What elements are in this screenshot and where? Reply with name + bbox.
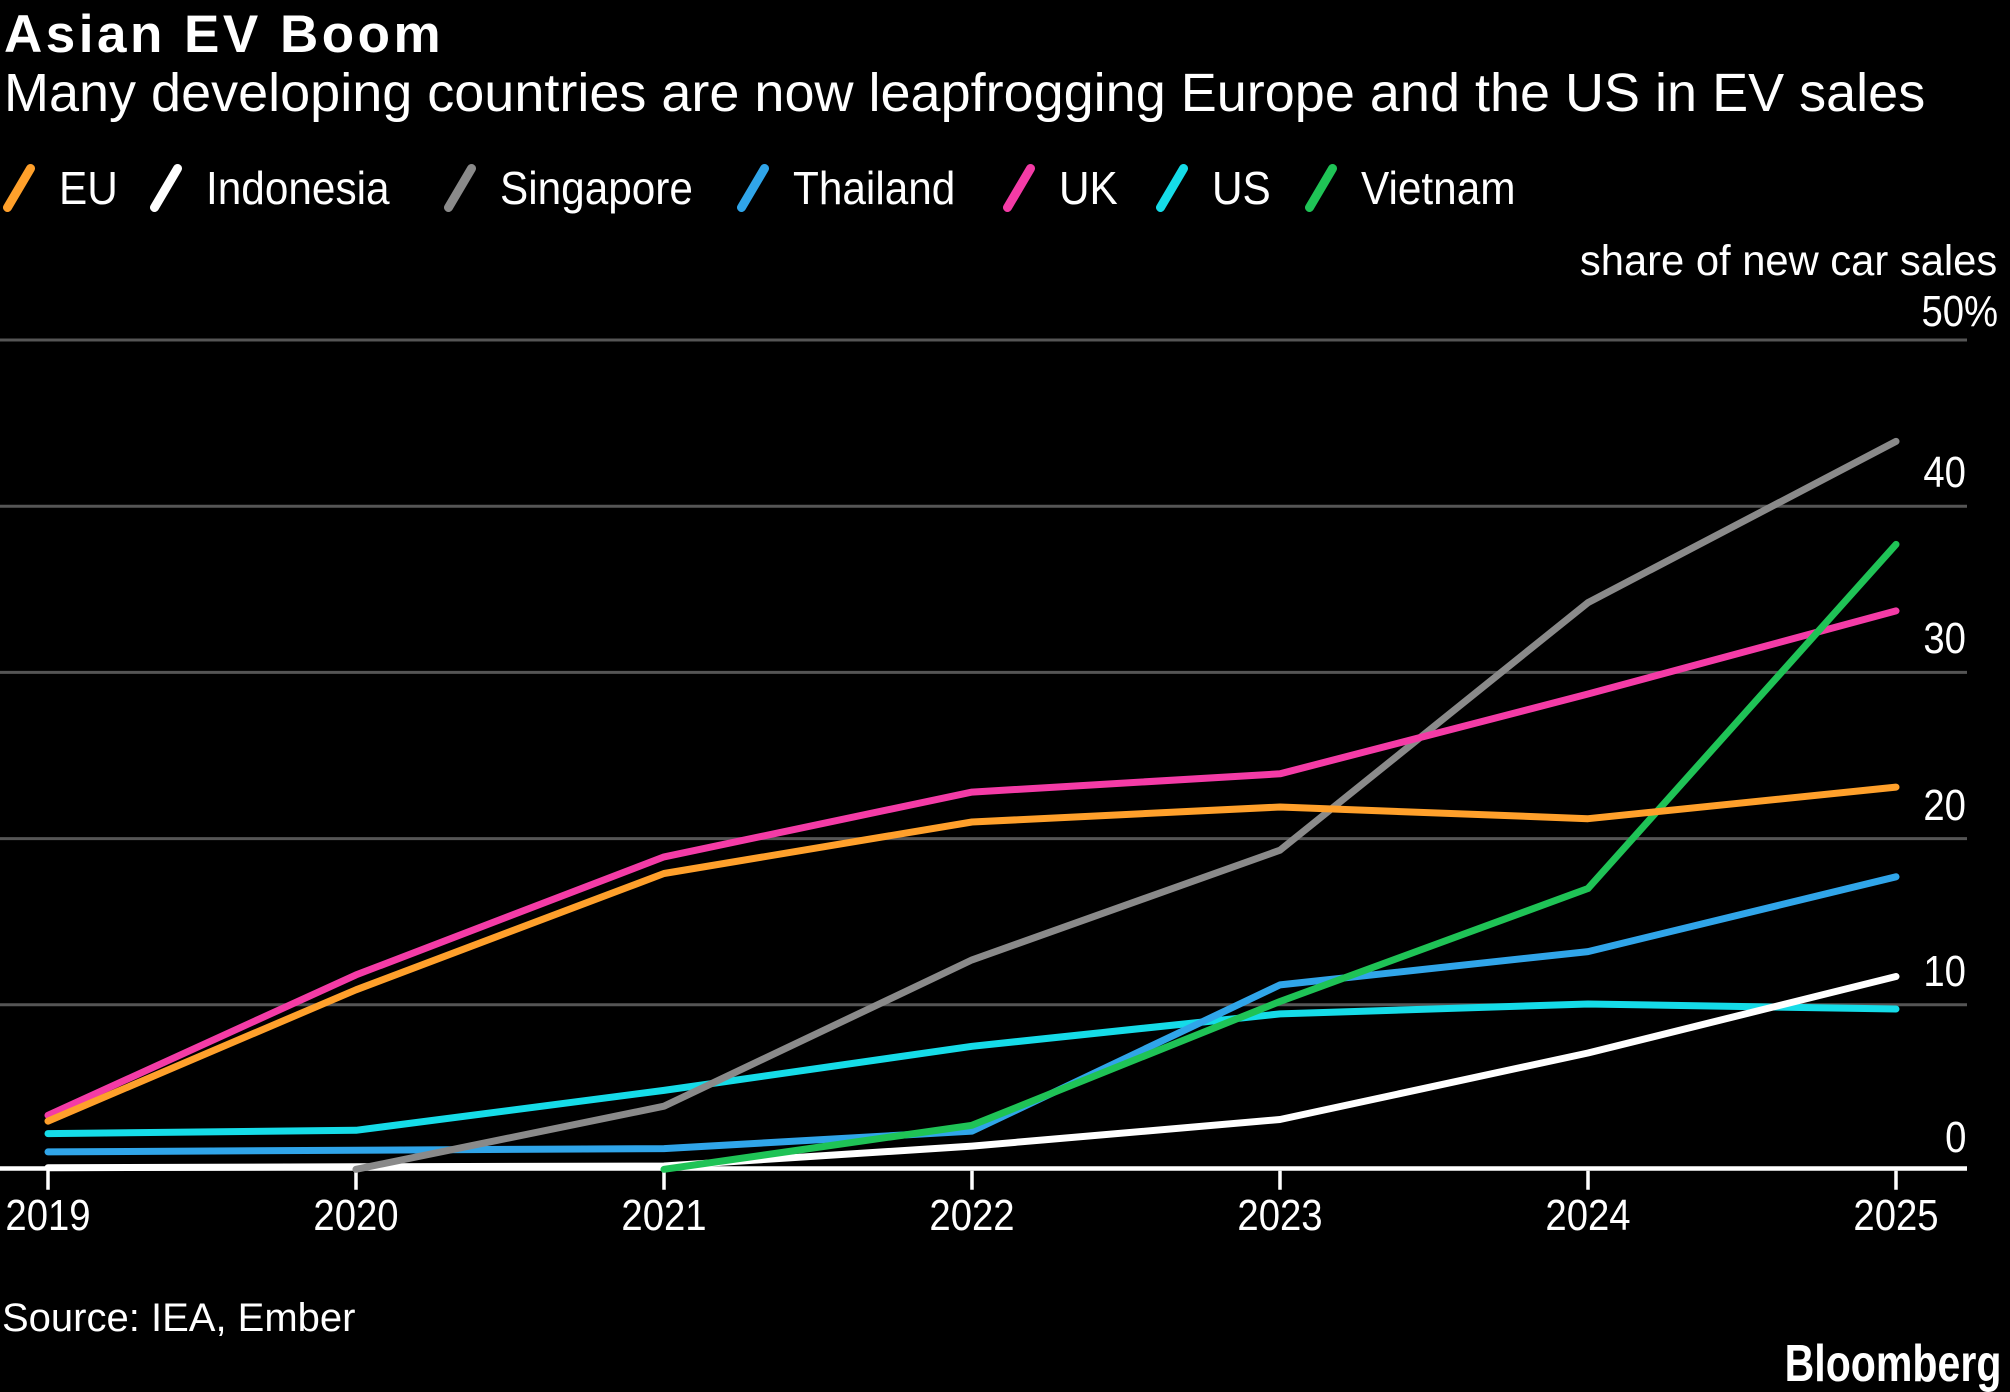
series-line-vietnam [660, 540, 1900, 1173]
chart-subtitle: Many developing countries are now leapfr… [4, 63, 1926, 123]
legend-swatch-uk-icon [1003, 164, 1035, 212]
legend-swatch-eu-icon [3, 164, 35, 212]
series-line-eu [44, 783, 1900, 1125]
x-axis-label-2020: 2020 [313, 1191, 399, 1240]
series-line-us [44, 1000, 1900, 1138]
y-axis-label-10: 10 [1923, 946, 1966, 996]
brand-logo: Bloomberg [1784, 1335, 2001, 1392]
legend-label-thailand: Thailand [793, 162, 956, 214]
x-axis-label-2024: 2024 [1545, 1191, 1631, 1240]
series-line-uk [44, 607, 1900, 1119]
legend-swatch-vietnam-icon [1305, 164, 1337, 212]
series-line-thailand [44, 873, 1900, 1156]
legend-label-eu: EU [59, 162, 118, 214]
x-axis-label-2019: 2019 [5, 1191, 91, 1240]
y-axis-label-20: 20 [1923, 780, 1966, 830]
axis-unit-label: share of new car sales [1579, 237, 1997, 285]
legend-label-us: US [1212, 162, 1271, 214]
legend-label-uk: UK [1059, 162, 1118, 214]
series-line-singapore [352, 437, 1900, 1173]
legend-label-singapore: Singapore [500, 162, 693, 214]
source-note: Source: IEA, Ember [2, 1296, 356, 1340]
legend-swatch-us-icon [1156, 164, 1188, 212]
y-axis-label-30: 30 [1923, 614, 1966, 664]
x-axis-label-2022: 2022 [929, 1191, 1015, 1240]
y-axis-label-0: 0 [1944, 1113, 1966, 1162]
legend-swatch-indonesia-icon [150, 164, 182, 212]
legend-swatch-thailand-icon [737, 164, 769, 212]
legend-swatch-singapore-icon [444, 164, 476, 212]
x-axis-label-2025: 2025 [1853, 1191, 1939, 1240]
y-axis-label-50: 50% [1921, 287, 1998, 336]
y-axis-label-40: 40 [1923, 448, 1966, 498]
legend: EU Indonesia Singapore Thailand UK US Vietnam [0, 160, 2010, 220]
legend-label-indonesia: Indonesia [206, 162, 390, 214]
chart-title: Asian EV Boom [4, 5, 445, 64]
x-axis-label-2023: 2023 [1237, 1191, 1323, 1240]
x-axis-label-2021: 2021 [621, 1191, 707, 1240]
legend-label-vietnam: Vietnam [1361, 162, 1516, 214]
